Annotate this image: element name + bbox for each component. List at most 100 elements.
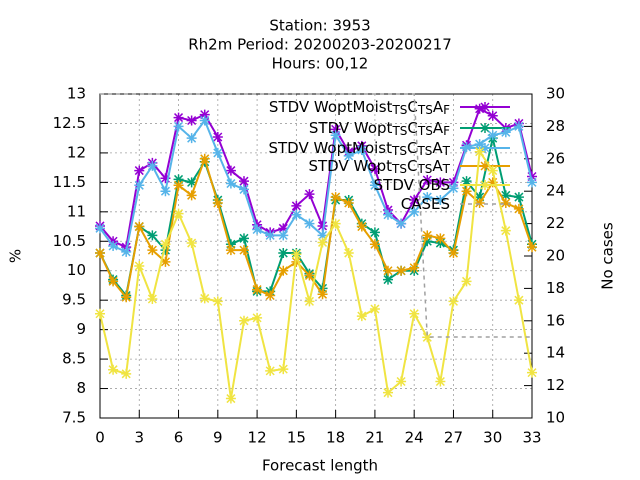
point [435,233,446,244]
point [383,387,393,398]
point [343,197,354,208]
y2-tick-label: 22 [546,214,565,232]
point [422,236,433,247]
y-tick-label: 9 [76,320,86,338]
y2-axis-label: No cases [599,222,617,290]
y2-tick-label: 24 [546,182,565,200]
x-axis-label: Forecast length [262,457,378,475]
y-tick-label: 11.5 [53,173,86,191]
legend-label: STDV WoptTSCTSAT [308,157,450,177]
x-tick-label: 9 [213,429,223,447]
point [278,248,289,259]
series-line [99,155,533,300]
point [160,239,171,250]
y-tick-label: 11 [67,202,86,220]
point [343,150,354,161]
y-tick-label: 7.5 [62,409,86,427]
chart-title: Rh2m Period: 20200203-20200217 [188,36,452,54]
point [474,192,485,203]
chart-title: Hours: 00,12 [272,55,369,73]
point [147,160,158,171]
point [225,245,236,256]
point [265,365,276,376]
x-tick-label: 33 [522,429,541,447]
chart-title: Station: 3953 [269,17,370,35]
point [448,296,459,307]
legend-swatch [480,161,490,171]
point [304,270,315,281]
point [383,274,393,285]
legend-swatch [480,143,490,153]
point [317,289,328,300]
point [500,127,511,138]
point [369,239,380,250]
y2-tick-label: 20 [546,247,565,265]
point [186,238,197,249]
point [199,109,210,120]
point [173,174,184,185]
x-tick-label: 15 [287,429,306,447]
point [304,296,315,307]
point [330,218,341,229]
point [252,312,263,323]
point [239,184,249,195]
point [304,189,315,200]
point [121,246,132,257]
point [291,249,302,260]
point [435,195,446,206]
x-tick-label: 21 [365,429,384,447]
legend-label: STDV WoptMoistTSCTSAF [269,98,450,118]
y2-tick-label: 16 [546,311,565,329]
point [186,190,197,201]
point [278,230,289,241]
y-tick-label: 8 [76,379,86,397]
x-tick-label: 24 [405,429,424,447]
x-tick-label: 30 [483,429,502,447]
point [186,177,197,188]
point [474,146,485,157]
y2-tick-label: 12 [546,376,565,394]
point [396,265,407,276]
point [160,173,171,184]
point [369,227,380,238]
point [160,186,171,197]
point [396,376,407,387]
point [356,311,367,322]
point [500,225,511,236]
y2-tick-label: 30 [546,85,565,103]
y-tick-label: 13 [67,85,86,103]
series-line [99,148,533,399]
point [513,121,524,132]
y2-tick-label: 28 [546,117,565,135]
point [252,224,263,235]
point [356,221,367,232]
point [527,367,537,378]
point [448,248,459,259]
point [265,290,276,301]
point [500,197,511,208]
point [225,178,236,189]
point [527,242,537,253]
point [108,276,119,287]
point [487,130,498,141]
point [369,304,380,315]
legend-label: STDV WoptTSCTSAF [309,119,450,139]
legend-label: STDV OBS [374,176,450,194]
point [147,245,158,256]
series-line [99,137,533,298]
point [369,163,380,174]
point [487,110,498,121]
point [199,115,210,126]
point [461,176,472,187]
point [278,265,289,276]
point [212,147,223,158]
point [369,180,380,191]
point [121,368,132,379]
point [212,296,223,307]
point [186,115,197,126]
x-tick-label: 6 [174,429,184,447]
point [500,190,511,201]
point [252,284,263,295]
point [422,332,433,343]
